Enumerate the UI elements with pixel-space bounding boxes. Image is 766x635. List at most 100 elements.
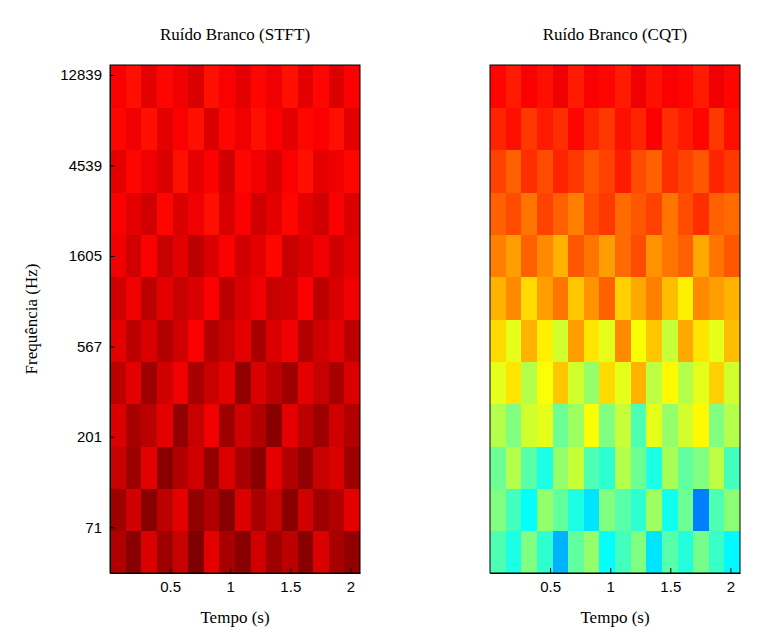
y-tick-label: 201 (77, 428, 102, 445)
cell (313, 319, 329, 362)
x-tick-label: 1 (607, 578, 615, 595)
cell (506, 150, 522, 193)
panel: 0.511.52Ruído Branco (CQT)Tempo (s) (490, 25, 741, 627)
cell (599, 446, 615, 489)
cell (537, 446, 553, 489)
cell (251, 192, 267, 235)
cell (678, 234, 694, 277)
cell (298, 234, 314, 277)
cell (235, 361, 251, 404)
cell (506, 446, 522, 489)
cell (506, 65, 522, 108)
cell (662, 404, 678, 447)
cell (553, 65, 569, 108)
cell (599, 150, 615, 193)
x-tick-mark (170, 568, 171, 573)
y-tick-mark (110, 527, 115, 528)
cell (141, 107, 157, 150)
cell (141, 404, 157, 447)
cell (521, 234, 537, 277)
cell (235, 531, 251, 573)
cell (157, 446, 173, 489)
cell (553, 192, 569, 235)
cell (678, 446, 694, 489)
y-tick-mark (110, 346, 115, 347)
cell (506, 107, 522, 150)
cell (219, 531, 235, 573)
cell (157, 319, 173, 362)
cell (724, 404, 740, 447)
cell (282, 404, 298, 447)
cell (251, 446, 267, 489)
cell (537, 361, 553, 404)
cell (313, 531, 329, 573)
cell (235, 488, 251, 531)
cell (599, 107, 615, 150)
x-tick: 2 (347, 568, 355, 595)
x-tick: 1 (607, 568, 615, 595)
cell (490, 531, 506, 573)
cell (188, 277, 204, 320)
cell (568, 234, 584, 277)
cell (521, 277, 537, 320)
cell (537, 404, 553, 447)
cell (584, 192, 600, 235)
cells (490, 65, 740, 573)
cell (313, 234, 329, 277)
cell (537, 531, 553, 573)
cell (204, 150, 220, 193)
x-tick-mark (730, 568, 731, 573)
cell (282, 277, 298, 320)
cell (188, 192, 204, 235)
cell (282, 361, 298, 404)
cell (344, 488, 360, 531)
cell (599, 65, 615, 108)
cell (615, 404, 631, 447)
cell (662, 65, 678, 108)
cell (568, 192, 584, 235)
cell (266, 277, 282, 320)
plot-frame (110, 65, 360, 573)
cell (615, 150, 631, 193)
cell (344, 65, 360, 108)
cell (266, 107, 282, 150)
cell (266, 65, 282, 108)
cell (266, 488, 282, 531)
cell (235, 277, 251, 320)
cell (490, 234, 506, 277)
x-axis-title: Tempo (s) (580, 608, 649, 627)
cell (521, 192, 537, 235)
cell (188, 319, 204, 362)
cell (298, 65, 314, 108)
cell (584, 65, 600, 108)
cell (251, 65, 267, 108)
cell (298, 150, 314, 193)
cell (126, 488, 142, 531)
cell (506, 361, 522, 404)
cell (599, 531, 615, 573)
cell (344, 361, 360, 404)
cell (709, 319, 725, 362)
cell (646, 488, 662, 531)
cell (110, 404, 126, 447)
cell (157, 531, 173, 573)
cell (313, 361, 329, 404)
plot-frame (490, 65, 740, 573)
cell (490, 150, 506, 193)
cell (693, 404, 709, 447)
cell (173, 531, 189, 573)
cell (219, 277, 235, 320)
cell (693, 277, 709, 320)
cell (251, 361, 267, 404)
cell (662, 361, 678, 404)
cell (615, 65, 631, 108)
cell (724, 488, 740, 531)
y-tick: 71 (85, 519, 115, 536)
cell (646, 150, 662, 193)
x-tick-label: 2 (727, 578, 735, 595)
cell (173, 361, 189, 404)
cell (584, 319, 600, 362)
cell (553, 150, 569, 193)
cell (344, 150, 360, 193)
cell (709, 361, 725, 404)
